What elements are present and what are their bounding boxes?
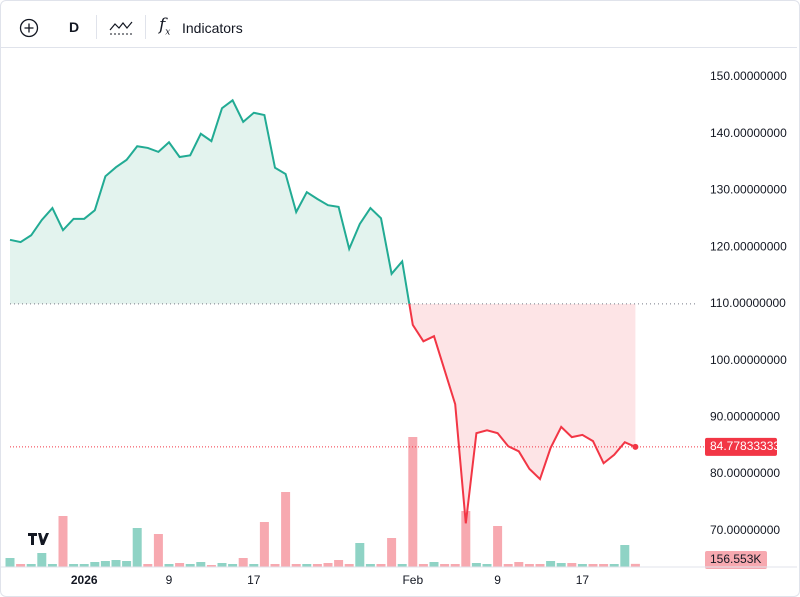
indicators-icon[interactable]: fx <box>159 15 171 38</box>
volume-bar <box>16 564 26 567</box>
y-tick-label: 130.00000000 <box>710 183 787 197</box>
separator <box>145 15 146 39</box>
volume-bar <box>567 563 577 567</box>
volume-bar <box>524 564 534 567</box>
volume-bar <box>111 560 121 567</box>
volume-bar <box>514 562 524 567</box>
volume-bar <box>100 561 110 567</box>
y-tick-label: 150.00000000 <box>710 69 787 83</box>
volume-bar <box>206 565 216 567</box>
volume-bar <box>365 564 375 567</box>
x-tick-label: 2026 <box>71 573 98 587</box>
volume-bar <box>376 564 386 567</box>
volume-bar <box>334 560 344 567</box>
volume-bar <box>291 564 301 567</box>
volume-bar <box>418 564 428 567</box>
volume-bar <box>270 564 280 567</box>
volume-bar <box>217 563 227 567</box>
volume-bar <box>281 492 291 567</box>
area-above <box>10 100 636 304</box>
volume-bar <box>312 564 322 567</box>
volume-bar <box>577 564 587 567</box>
volume-bar <box>344 564 354 567</box>
volume-bar <box>387 538 397 567</box>
volume-bar <box>630 563 640 567</box>
volume-bar <box>196 562 206 567</box>
volume-bar <box>323 563 333 567</box>
volume-bar <box>302 564 312 567</box>
area-below <box>409 303 636 524</box>
volume-bar <box>440 564 450 567</box>
volume-bar <box>143 564 153 567</box>
volume-bar <box>599 564 609 567</box>
x-tick-label: 17 <box>247 573 261 587</box>
volume-bar <box>620 545 630 567</box>
x-tick-label: 17 <box>576 573 590 587</box>
toolbar: D fx Indicators <box>1 1 797 48</box>
volume-bar <box>493 526 503 567</box>
volume-label-box <box>705 551 767 569</box>
volume-bar <box>47 564 57 567</box>
volume-bar <box>228 564 238 567</box>
volume-bar <box>26 564 36 567</box>
volume-bar <box>185 564 195 567</box>
volume-bar <box>546 561 556 567</box>
last-point <box>632 443 639 450</box>
price-label: 84.77833333 <box>710 439 780 453</box>
y-tick-label: 110.00000000 <box>710 296 786 310</box>
volume-bar <box>588 564 598 567</box>
volume-bar <box>355 543 365 567</box>
volume-bar <box>58 516 68 567</box>
volume-bar <box>429 562 439 567</box>
volume-bar <box>69 564 79 567</box>
volume-bar <box>503 564 513 567</box>
volume-bar <box>408 437 418 567</box>
x-tick-label: 9 <box>166 573 173 587</box>
y-tick-label: 70.00000000 <box>710 523 780 537</box>
volume-bar <box>132 528 142 567</box>
x-tick-label: 9 <box>494 573 501 587</box>
volume-bar <box>5 558 15 567</box>
volume-bar <box>153 534 163 567</box>
indicators-button[interactable]: Indicators <box>182 20 243 36</box>
volume-bar <box>450 564 460 567</box>
interval-button[interactable]: D <box>69 19 80 35</box>
volume-bar <box>79 564 89 567</box>
y-tick-label: 90.00000000 <box>710 409 780 423</box>
chart-type-button[interactable] <box>107 16 135 40</box>
line-above <box>9 98 411 304</box>
volume-bar <box>249 564 259 567</box>
volume-bar <box>122 561 132 567</box>
add-symbol-button[interactable] <box>17 16 41 40</box>
y-tick-label: 140.00000000 <box>710 126 787 140</box>
separator <box>96 15 97 39</box>
volume-bar <box>482 564 492 567</box>
volume-bar <box>397 564 407 567</box>
volume-bar <box>175 563 185 567</box>
x-tick-label: Feb <box>402 573 423 587</box>
y-tick-label: 120.00000000 <box>710 239 787 253</box>
volume-bar <box>461 511 471 567</box>
line-below <box>408 303 636 524</box>
volume-bar <box>37 553 47 567</box>
volume-bar <box>535 564 545 567</box>
volume-bar <box>90 562 100 567</box>
volume-bar <box>238 558 248 567</box>
volume-bar <box>471 563 481 567</box>
logo <box>26 528 52 550</box>
volume-bar <box>556 563 566 567</box>
volume-bar <box>609 564 619 567</box>
y-tick-label: 80.00000000 <box>710 466 780 480</box>
volume-bar <box>164 564 174 567</box>
volume-label: 156.553K <box>710 552 761 566</box>
volume-bar <box>259 522 269 567</box>
price-label-box <box>705 437 777 456</box>
y-tick-label: 100.00000000 <box>710 353 787 367</box>
